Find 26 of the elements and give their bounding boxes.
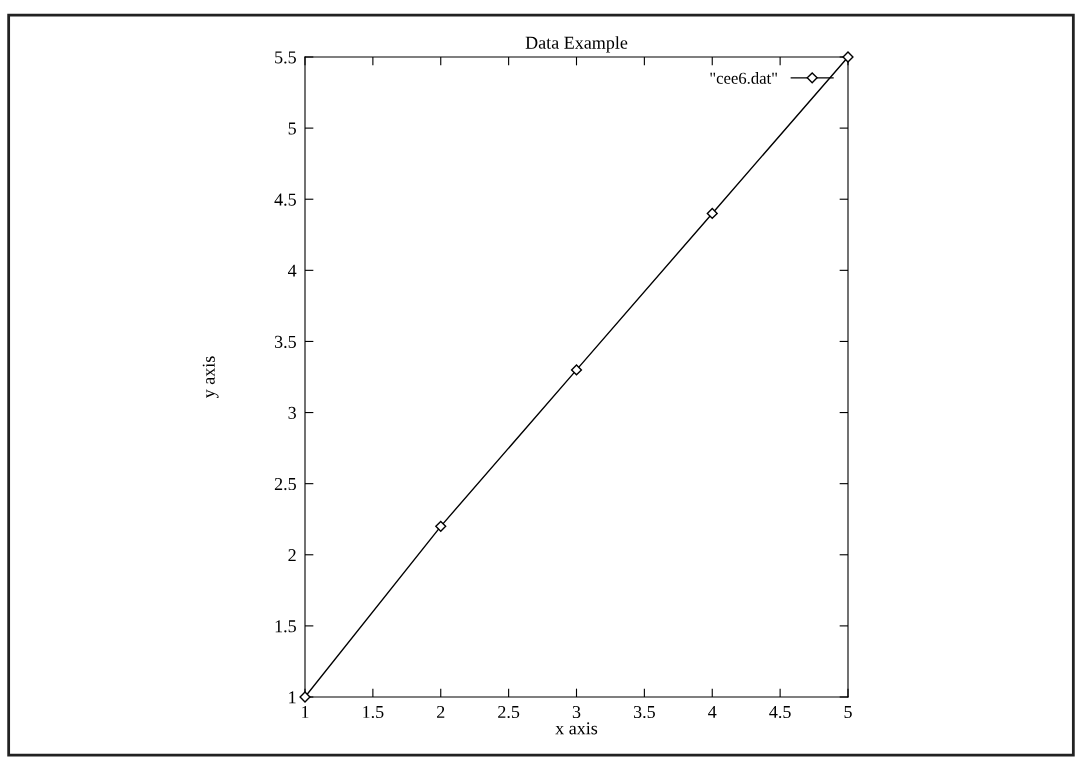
x-tick-label: 1.5 bbox=[363, 705, 384, 719]
point bbox=[435, 520, 447, 532]
x-tick-label: 2.5 bbox=[498, 705, 520, 719]
x-tick-label: 4.5 bbox=[769, 705, 791, 719]
y-tick-label: 4 bbox=[287, 264, 297, 277]
x-axis-title: x axis bbox=[555, 722, 598, 735]
y-tick-label: 2 bbox=[288, 549, 296, 562]
y-axis-title: y axis bbox=[202, 356, 219, 399]
point bbox=[706, 207, 718, 220]
x-tick-label: 1 bbox=[302, 705, 309, 718]
y-tick-label: 5.5 bbox=[275, 51, 296, 64]
y-tick-label: 2.5 bbox=[274, 477, 296, 491]
x-tick-label: 4 bbox=[708, 705, 717, 718]
x-tick-label: 3 bbox=[572, 705, 581, 719]
y-tick-label: 4.5 bbox=[274, 193, 296, 206]
x-tick-label: 5 bbox=[844, 706, 852, 719]
x-tick-label: 2 bbox=[437, 705, 445, 718]
y-tick-label: 3.5 bbox=[274, 335, 296, 348]
y-tick-label: 1 bbox=[289, 691, 296, 704]
y-tick-label: 5 bbox=[288, 122, 296, 135]
x-tick-label: 3.5 bbox=[633, 705, 655, 719]
legend-label: "cee6.dat" bbox=[710, 72, 777, 84]
y-tick-label: 3 bbox=[288, 406, 296, 419]
point bbox=[570, 364, 583, 376]
chart-title: Data Example bbox=[525, 36, 628, 53]
y-tick-label: 1.5 bbox=[275, 620, 296, 633]
